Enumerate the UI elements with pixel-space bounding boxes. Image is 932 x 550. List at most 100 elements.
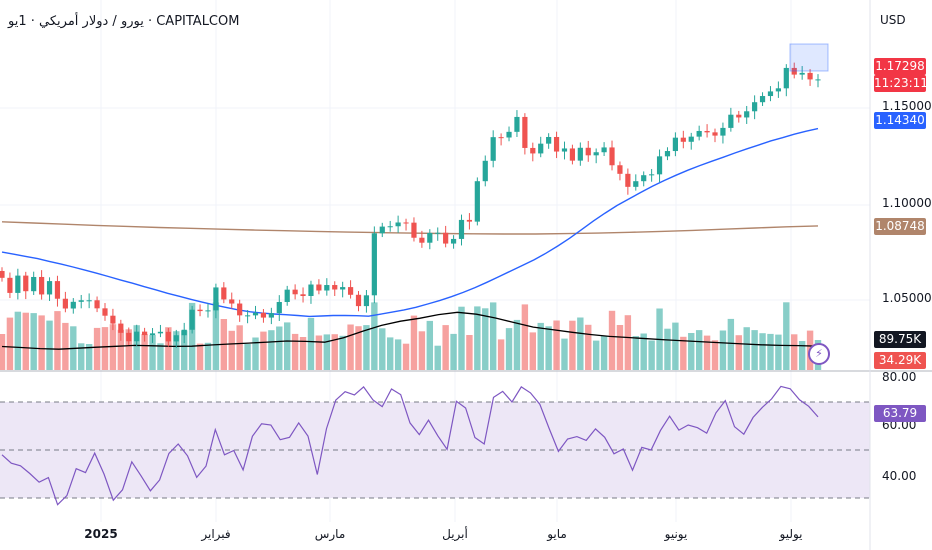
candle-body bbox=[450, 238, 457, 244]
volume-bar bbox=[442, 325, 449, 370]
candle-body bbox=[229, 299, 235, 304]
volume-bar bbox=[450, 333, 457, 370]
candle-body bbox=[411, 222, 417, 238]
price-tick: 1.15000 bbox=[882, 99, 932, 113]
volume-bar bbox=[458, 306, 465, 370]
volume-bar bbox=[109, 324, 117, 370]
candle-body bbox=[332, 285, 338, 290]
countdown-label: 11:23:11 bbox=[874, 75, 928, 92]
volume-bar bbox=[743, 327, 750, 370]
volume-bar bbox=[6, 317, 14, 370]
volume-bar bbox=[664, 328, 671, 370]
volume-bar bbox=[117, 329, 125, 370]
candle-body bbox=[799, 72, 805, 75]
candle-body bbox=[791, 67, 797, 75]
volume-bar bbox=[371, 302, 378, 370]
candle-body bbox=[149, 333, 156, 336]
candle-body bbox=[39, 276, 45, 295]
candle-body bbox=[62, 298, 68, 309]
candlesticks bbox=[0, 62, 821, 348]
volume-bar bbox=[798, 341, 806, 370]
volume-bar bbox=[695, 330, 703, 370]
volume-bar bbox=[410, 315, 418, 370]
candle-body bbox=[807, 72, 813, 80]
volume-bar bbox=[521, 304, 529, 370]
volume-bar bbox=[276, 326, 283, 370]
volume-bar bbox=[783, 302, 790, 370]
volume-bar bbox=[608, 310, 616, 370]
candle-body bbox=[585, 147, 591, 156]
volume-bar bbox=[307, 317, 315, 370]
candle-body bbox=[7, 277, 13, 293]
volume-bar bbox=[680, 336, 687, 370]
lightning-icon[interactable]: ⚡ bbox=[808, 343, 830, 365]
volume-bar bbox=[497, 339, 505, 370]
candle-body bbox=[363, 295, 370, 307]
candle-body bbox=[379, 226, 385, 234]
volume-bar bbox=[775, 334, 782, 370]
volume-bar bbox=[759, 333, 766, 370]
candle-body bbox=[284, 289, 290, 302]
candle-body bbox=[221, 287, 227, 300]
volume-ma-line bbox=[1, 311, 819, 350]
candle-body bbox=[237, 303, 243, 316]
volume-bar bbox=[14, 311, 22, 370]
volume-bars bbox=[0, 302, 822, 370]
volume-bar bbox=[30, 313, 37, 370]
candle-body bbox=[70, 301, 76, 309]
candle-body bbox=[577, 147, 583, 161]
volume-bar bbox=[489, 302, 497, 370]
candle-body bbox=[680, 137, 686, 142]
volume-bar bbox=[268, 330, 275, 370]
candle-body bbox=[704, 130, 710, 133]
volume-bar bbox=[93, 327, 101, 370]
volume-bar bbox=[141, 334, 148, 370]
candle-body bbox=[688, 136, 694, 142]
last-week-highlight bbox=[789, 43, 829, 72]
volume-bar bbox=[260, 331, 267, 370]
ma-fast-label: 1.14340 bbox=[874, 112, 926, 129]
volume-bar bbox=[624, 315, 632, 370]
candle-body bbox=[181, 329, 187, 336]
volume-bar bbox=[323, 334, 331, 370]
candle-body bbox=[173, 335, 179, 342]
volume-bar bbox=[181, 330, 188, 370]
candle-body bbox=[443, 232, 449, 244]
volume-bar bbox=[38, 315, 45, 370]
volume-bar bbox=[252, 337, 259, 370]
volume-bar bbox=[719, 330, 727, 370]
volume-bar bbox=[592, 340, 600, 370]
currency-label[interactable]: USD bbox=[880, 13, 906, 27]
volume-bar bbox=[284, 322, 291, 370]
volume-bar bbox=[315, 335, 323, 370]
candle-body bbox=[466, 219, 473, 222]
volume-bar bbox=[688, 333, 695, 370]
volume-bar bbox=[149, 335, 156, 370]
rsi-line bbox=[1, 385, 819, 506]
volume-bar bbox=[157, 343, 164, 370]
candle-body bbox=[0, 270, 5, 278]
volume-bar bbox=[291, 333, 299, 370]
time-tick: مايو bbox=[547, 527, 567, 541]
volume-bar bbox=[616, 325, 624, 370]
candle-body bbox=[538, 143, 544, 154]
volume-bar bbox=[466, 335, 473, 370]
candle-body bbox=[46, 281, 53, 295]
symbol-title[interactable]: يورو / دولار أمريكي · 1يو · CAPITALCOM bbox=[8, 14, 240, 29]
volume-bar bbox=[561, 338, 568, 370]
candle-body bbox=[649, 174, 655, 176]
volume-bar bbox=[585, 324, 592, 370]
candle-body bbox=[316, 284, 322, 291]
volume-bar bbox=[513, 319, 521, 370]
candle-body bbox=[569, 148, 576, 161]
candle-body bbox=[387, 226, 393, 228]
candle-body bbox=[126, 332, 132, 342]
ma-fast-line bbox=[1, 127, 819, 318]
volume-bar bbox=[751, 330, 758, 370]
candle-body bbox=[696, 130, 702, 137]
candle-body bbox=[308, 284, 314, 296]
volume-bar bbox=[212, 302, 220, 370]
volume-bar bbox=[244, 344, 251, 370]
rsi-guide-lines bbox=[0, 401, 870, 499]
